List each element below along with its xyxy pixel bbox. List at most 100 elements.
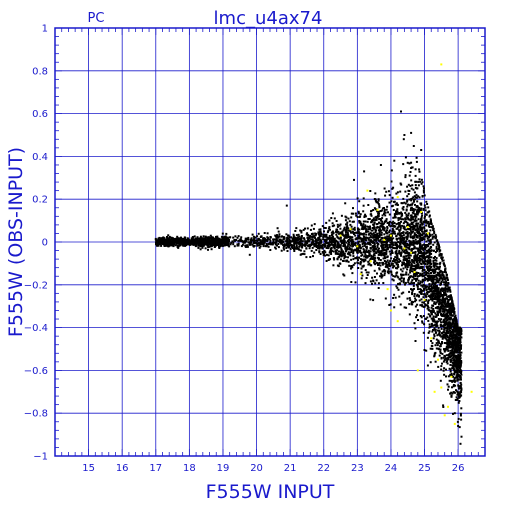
scatter-point bbox=[166, 242, 169, 245]
scatter-point bbox=[437, 340, 440, 343]
scatter-point bbox=[416, 309, 419, 312]
scatter-point bbox=[429, 234, 432, 237]
scatter-point bbox=[406, 233, 409, 236]
scatter-point bbox=[442, 369, 445, 372]
scatter-point bbox=[457, 339, 460, 342]
scatter-point bbox=[414, 238, 417, 241]
scatter-point bbox=[259, 240, 262, 243]
scatter-point bbox=[305, 256, 308, 259]
scatter-point bbox=[368, 236, 371, 239]
scatter-point bbox=[434, 271, 437, 274]
scatter-point bbox=[345, 234, 348, 237]
scatter-point bbox=[449, 340, 451, 343]
scatter-point bbox=[286, 236, 289, 239]
scatter-point bbox=[319, 253, 322, 255]
scatter-point bbox=[439, 261, 442, 264]
scatter-point bbox=[383, 207, 385, 209]
scatter-point bbox=[417, 257, 420, 260]
scatter-point bbox=[361, 226, 364, 229]
scatter-point bbox=[380, 209, 383, 212]
scatter-point bbox=[358, 243, 361, 246]
scatter-point bbox=[423, 187, 425, 190]
scatter-point bbox=[439, 348, 442, 351]
scatter-point bbox=[450, 317, 453, 320]
scatter-point bbox=[432, 318, 435, 321]
scatter-point bbox=[207, 241, 210, 244]
scatter-point bbox=[452, 343, 454, 346]
scatter-point bbox=[223, 241, 226, 244]
scatter-point bbox=[370, 264, 373, 267]
scatter-point bbox=[392, 266, 394, 269]
scatter-point bbox=[449, 296, 452, 299]
scatter-point bbox=[392, 230, 395, 233]
scatter-point bbox=[283, 248, 286, 251]
scatter-point bbox=[460, 370, 463, 373]
scatter-point bbox=[447, 349, 450, 352]
scatter-point bbox=[346, 225, 349, 228]
scatter-point bbox=[328, 239, 331, 242]
scatter-point bbox=[387, 211, 389, 214]
scatter-point bbox=[380, 224, 383, 227]
scatter-point bbox=[369, 250, 372, 253]
scatter-point bbox=[395, 243, 398, 246]
scatter-point bbox=[442, 333, 445, 336]
scatter-point bbox=[436, 243, 439, 246]
scatter-point bbox=[414, 278, 417, 280]
scatter-point bbox=[168, 239, 171, 242]
scatter-point bbox=[296, 241, 299, 244]
scatter-point bbox=[416, 293, 419, 296]
scatter-point bbox=[398, 245, 401, 247]
scatter-point bbox=[328, 236, 331, 239]
scatter-point bbox=[349, 223, 352, 226]
scatter-point bbox=[406, 261, 409, 264]
scatter-point bbox=[329, 243, 331, 246]
scatter-point bbox=[420, 203, 423, 206]
scatter-point bbox=[431, 237, 434, 240]
scatter-point bbox=[356, 251, 359, 254]
scatter-point bbox=[213, 237, 216, 240]
scatter-point bbox=[424, 215, 426, 218]
scatter-point bbox=[335, 246, 338, 249]
scatter-point bbox=[370, 257, 373, 260]
scatter-point bbox=[449, 306, 452, 309]
scatter-point bbox=[359, 213, 362, 216]
scatter-point bbox=[415, 247, 418, 250]
scatter-point bbox=[275, 238, 278, 241]
scatter-point bbox=[423, 247, 426, 250]
scatter-point bbox=[442, 304, 445, 307]
scatter-point bbox=[397, 222, 400, 225]
scatter-point bbox=[433, 268, 436, 271]
scatter-point bbox=[402, 250, 405, 253]
scatter-point bbox=[349, 248, 352, 251]
scatter-point bbox=[396, 271, 399, 274]
scatter-point bbox=[456, 336, 459, 339]
scatter-point bbox=[452, 325, 455, 328]
scatter-point bbox=[172, 245, 175, 248]
scatter-point bbox=[233, 245, 236, 248]
scatter-point bbox=[173, 238, 176, 240]
scatter-point bbox=[220, 239, 223, 241]
scatter-point bbox=[408, 297, 411, 300]
scatter-point bbox=[401, 264, 403, 267]
scatter-point bbox=[261, 239, 264, 242]
scatter-point bbox=[391, 196, 394, 199]
scatter-point bbox=[411, 300, 413, 303]
scatter-point bbox=[383, 233, 386, 236]
scatter-point bbox=[352, 250, 355, 253]
scatter-point bbox=[406, 244, 409, 247]
scatter-point bbox=[266, 239, 268, 242]
scatter-point bbox=[439, 352, 442, 354]
scatter-point bbox=[412, 260, 415, 263]
scatter-point bbox=[444, 303, 447, 306]
scatter-point bbox=[264, 239, 267, 242]
scatter-point bbox=[346, 231, 349, 234]
scatter-point bbox=[262, 243, 265, 246]
scatter-point bbox=[404, 174, 407, 177]
scatter-point bbox=[253, 236, 256, 239]
scatter-point bbox=[425, 270, 428, 273]
scatter-point bbox=[404, 190, 407, 193]
scatter-point bbox=[414, 253, 417, 256]
scatter-point bbox=[278, 238, 281, 241]
scatter-point bbox=[452, 342, 455, 345]
scatter-point bbox=[431, 226, 434, 229]
